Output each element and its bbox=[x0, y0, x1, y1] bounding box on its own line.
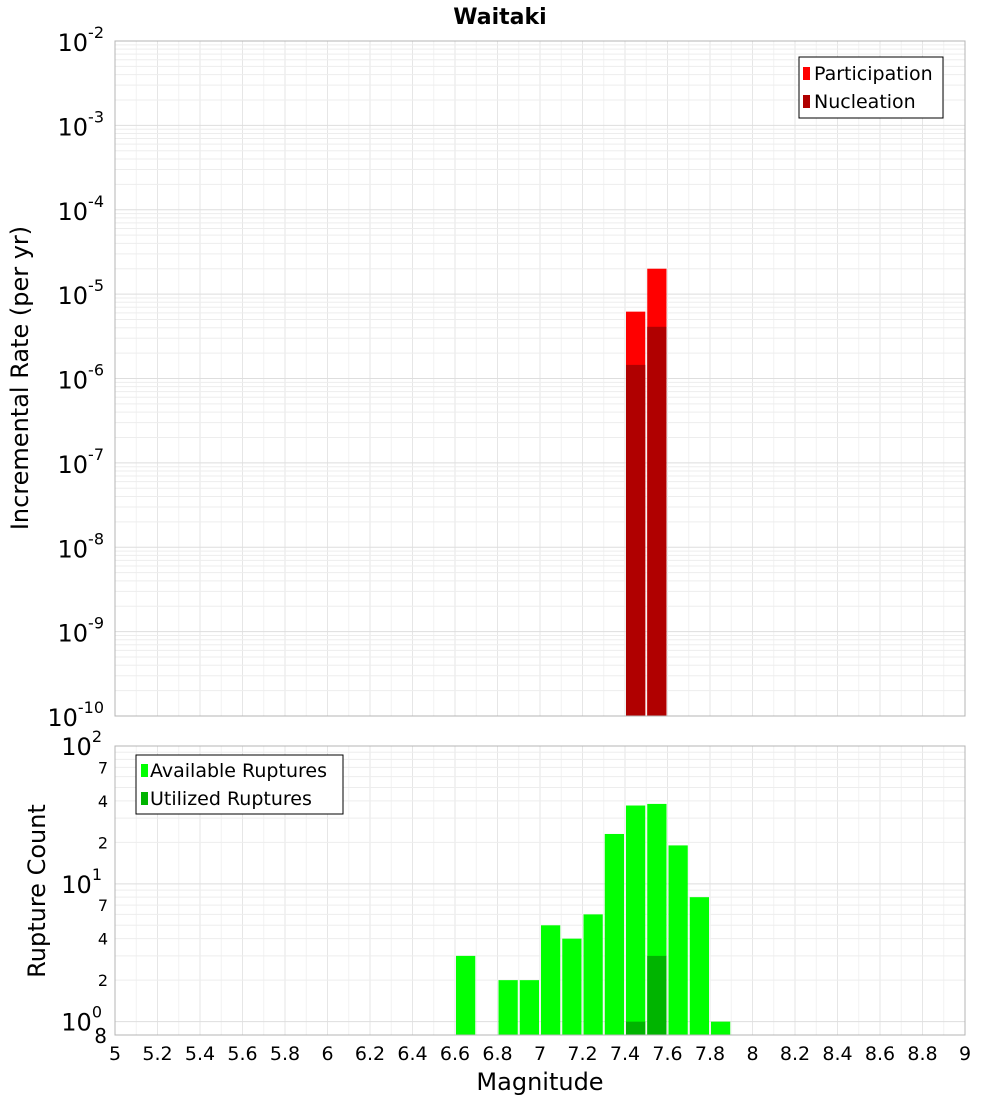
count-y-minor-tick-label: 2 bbox=[98, 833, 108, 852]
magnitude-x-tick-label: 7 bbox=[534, 1043, 546, 1065]
magnitude-x-tick-label: 7.8 bbox=[695, 1043, 725, 1065]
count-y-minor-tick-label: 4 bbox=[98, 930, 108, 949]
count-y-major-tick-label: 101 bbox=[61, 865, 102, 899]
magnitude-x-tick-label: 5.6 bbox=[227, 1043, 257, 1065]
magnitude-x-tick-label: 7.4 bbox=[610, 1043, 640, 1065]
rate-y-tick-label: 10-8 bbox=[58, 529, 105, 563]
participation-legend-label: Participation bbox=[814, 63, 933, 85]
available-ruptures-bar bbox=[626, 805, 646, 1035]
rate-y-tick-label: 10-9 bbox=[58, 614, 105, 648]
available-ruptures-bar bbox=[562, 938, 582, 1035]
count-plot-bars bbox=[456, 803, 731, 1035]
available-ruptures-bar bbox=[583, 914, 603, 1035]
count-plot-frame bbox=[114, 745, 966, 1036]
rate-plot-bars bbox=[626, 268, 667, 716]
magnitude-x-tick-label: 6.6 bbox=[440, 1043, 470, 1065]
available-ruptures-bar bbox=[604, 833, 624, 1035]
rate-y-tick-label: 10-7 bbox=[58, 445, 105, 479]
magnitude-x-tick-label: 5.8 bbox=[270, 1043, 300, 1065]
participation-legend-swatch bbox=[803, 67, 810, 80]
rate-y-tick-label: 10-5 bbox=[58, 276, 105, 310]
count-y-minor-tick-label: 2 bbox=[98, 971, 108, 990]
rate-y-axis-label: Incremental Rate (per yr) bbox=[6, 226, 34, 530]
utilized-ruptures-bar bbox=[626, 1021, 646, 1035]
rate-y-tick-labels: 10-10 10-9 10-8 10-7 10-6 10-5 10-4 10-3 10-2 bbox=[47, 23, 104, 732]
nucleation-legend-swatch bbox=[803, 95, 810, 108]
magnitude-x-tick-label: 5 bbox=[109, 1043, 121, 1065]
magnitude-x-tick-label: 8.8 bbox=[907, 1043, 937, 1065]
chart-title: Waitaki bbox=[453, 5, 546, 30]
count-y-minor-tick-label: 7 bbox=[98, 758, 108, 777]
count-y-minor-tick-label: 8 bbox=[94, 1024, 107, 1048]
magnitude-x-tick-label: 7.6 bbox=[652, 1043, 682, 1065]
magnitude-x-tick-label: 6.4 bbox=[397, 1043, 427, 1065]
magnitude-x-tick-label: 5.2 bbox=[142, 1043, 172, 1065]
utilized-ruptures-bar bbox=[647, 955, 667, 1035]
rate-plot-frame bbox=[114, 40, 966, 717]
magnitude-x-tick-label: 8.4 bbox=[822, 1043, 852, 1065]
rate-y-tick-label: 10-4 bbox=[58, 192, 105, 226]
magnitude-x-tick-label: 6.2 bbox=[355, 1043, 385, 1065]
available-ruptures-bar bbox=[456, 955, 476, 1035]
rate-y-tick-label: 10-3 bbox=[58, 107, 105, 141]
rate-plot-grid bbox=[115, 41, 966, 716]
magnitude-x-axis-label: Magnitude bbox=[476, 1068, 603, 1096]
magnitude-x-tick-label: 8.6 bbox=[865, 1043, 895, 1065]
magnitude-x-tick-label: 8.2 bbox=[780, 1043, 810, 1065]
count-y-major-tick-label: 100 bbox=[61, 1003, 102, 1037]
count-y-minor-tick-label: 7 bbox=[98, 896, 108, 915]
rate-legend: Participation Nucleation bbox=[798, 56, 944, 119]
nucleation-bar bbox=[626, 364, 646, 716]
magnitude-x-tick-label: 5.4 bbox=[185, 1043, 215, 1065]
rate-y-tick-label: 10-10 bbox=[47, 698, 104, 732]
magnitude-x-tick-label: 7.2 bbox=[567, 1043, 597, 1065]
magnitude-x-tick-labels: 5 5.2 5.4 5.6 5.8 6 6.2 6.4 6.6 6.8 7 7.2 7.4 7.6 7.8 8… bbox=[109, 1043, 971, 1065]
magnitude-x-tick-label: 6.8 bbox=[482, 1043, 512, 1065]
magnitude-x-tick-label: 9 bbox=[959, 1043, 971, 1065]
nucleation-legend-label: Nucleation bbox=[814, 91, 916, 113]
nucleation-bar bbox=[647, 326, 667, 716]
count-legend-box bbox=[135, 754, 344, 815]
available-ruptures-bar bbox=[541, 925, 561, 1035]
count-legend: Available Ruptures Utilized Ruptures bbox=[135, 754, 344, 815]
utilized-legend-label: Utilized Ruptures bbox=[150, 788, 312, 810]
count-y-major-tick-label: 102 bbox=[61, 727, 102, 761]
utilized-legend-swatch bbox=[141, 792, 148, 805]
count-y-axis-label: Rupture Count bbox=[23, 804, 51, 978]
rate-plot: 10-10 10-9 10-8 10-7 10-6 10-5 10-4 10-3 10-2 In… bbox=[6, 23, 966, 732]
available-legend-label: Available Ruptures bbox=[150, 760, 327, 782]
count-plot: 100 101 102 8 2 4 7 2 4 7 5 5.2 5.4 5.6 5.8 6 6.2 6.4 6.6… bbox=[23, 727, 971, 1096]
rate-y-tick-label: 10-2 bbox=[58, 23, 105, 57]
available-ruptures-bar bbox=[689, 897, 709, 1035]
magnitude-x-tick-label: 6 bbox=[321, 1043, 333, 1065]
rate-y-tick-label: 10-6 bbox=[58, 361, 105, 395]
available-ruptures-bar bbox=[498, 980, 518, 1035]
magnitude-x-tick-label: 8 bbox=[746, 1043, 758, 1065]
count-y-tick-labels: 100 101 102 8 2 4 7 2 4 7 bbox=[61, 727, 108, 1048]
count-y-minor-tick-label: 4 bbox=[98, 792, 108, 811]
available-ruptures-bar bbox=[668, 845, 688, 1035]
available-ruptures-bar bbox=[711, 1021, 731, 1035]
available-ruptures-bar bbox=[519, 980, 539, 1035]
available-legend-swatch bbox=[141, 764, 148, 777]
rate-legend-box bbox=[798, 56, 944, 119]
